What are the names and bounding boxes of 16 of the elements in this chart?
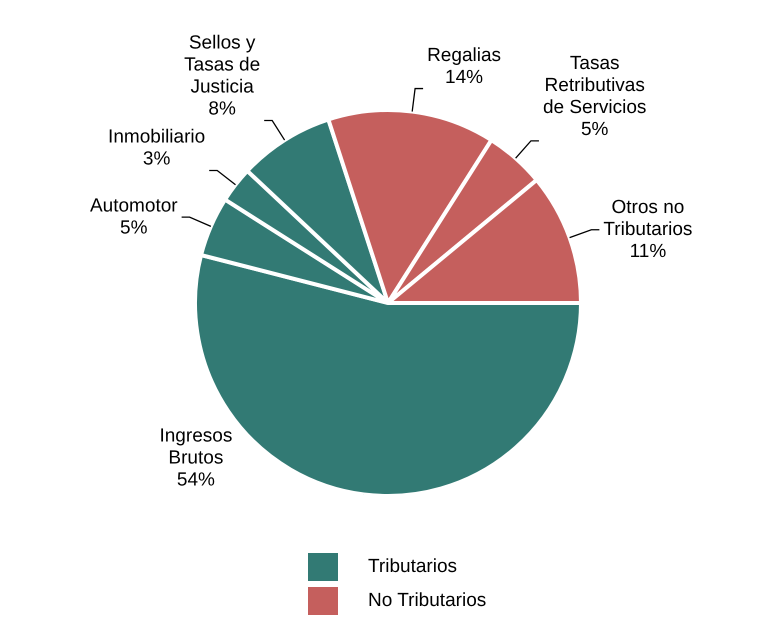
- data-label: 8%: [208, 98, 236, 120]
- slice-label: Regalias: [427, 44, 502, 66]
- data-label: 3%: [142, 148, 170, 170]
- data-label: 5%: [120, 217, 148, 238]
- slice-label: Sellos y Tasas de Justicia: [184, 32, 260, 98]
- data-label: 11%: [630, 241, 666, 262]
- slice-label: Tasas Retributivas de Servicios: [542, 53, 646, 118]
- slice-label: Ingresos Brutos: [159, 425, 232, 468]
- slice-label: Inmobiliario: [108, 126, 206, 148]
- text: Tributarios: [368, 556, 458, 578]
- text: No Tributarios: [368, 590, 486, 612]
- data-label: 54%: [176, 469, 216, 490]
- data-label: 5%: [580, 119, 609, 140]
- slice-label: Automotor: [90, 195, 178, 216]
- slice-label: Otros no Tributarios: [603, 197, 692, 240]
- data-label: 14%: [445, 66, 484, 88]
